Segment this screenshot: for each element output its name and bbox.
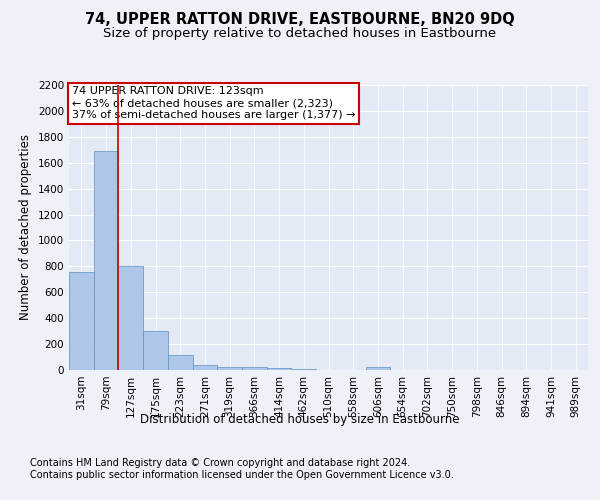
Text: Distribution of detached houses by size in Eastbourne: Distribution of detached houses by size … [140,412,460,426]
Bar [168,355,193,370]
Bar [69,272,94,370]
Y-axis label: Number of detached properties: Number of detached properties [19,134,32,320]
Text: Contains HM Land Registry data © Crown copyright and database right 2024.: Contains HM Land Registry data © Crown c… [30,458,410,468]
Bar [365,367,390,370]
Bar [242,368,267,370]
Bar [118,266,143,370]
Bar [193,365,217,370]
Bar [94,151,118,370]
Bar [217,367,242,370]
Text: 74 UPPER RATTON DRIVE: 123sqm
← 63% of detached houses are smaller (2,323)
37% o: 74 UPPER RATTON DRIVE: 123sqm ← 63% of d… [71,86,355,120]
Bar [143,331,168,370]
Text: Contains public sector information licensed under the Open Government Licence v3: Contains public sector information licen… [30,470,454,480]
Text: Size of property relative to detached houses in Eastbourne: Size of property relative to detached ho… [103,28,497,40]
Text: 74, UPPER RATTON DRIVE, EASTBOURNE, BN20 9DQ: 74, UPPER RATTON DRIVE, EASTBOURNE, BN20… [85,12,515,28]
Bar [267,368,292,370]
